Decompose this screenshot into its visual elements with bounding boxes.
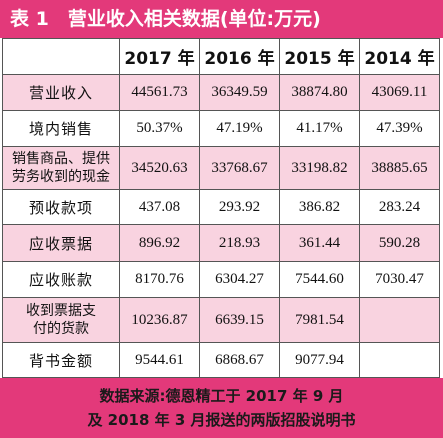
- corner-cell: [3, 39, 120, 75]
- table-cell: 44561.73: [120, 75, 200, 111]
- row-label-line: 背书金额: [28, 351, 93, 370]
- table-cell: 6868.67: [200, 343, 280, 378]
- table-cell: 896.92: [120, 225, 200, 262]
- row-label-line: 营业收入: [28, 84, 93, 102]
- row-label-line: 应收账款: [28, 271, 93, 289]
- table-row: 应收票据 896.92 218.93 361.44 590.28: [3, 225, 440, 262]
- table-cell: 38885.65: [360, 147, 440, 190]
- table-cell: 33768.67: [200, 147, 280, 190]
- row-label: 收到票据支 付的货款: [3, 298, 120, 343]
- table-cell: 9544.61: [120, 343, 200, 378]
- footer-line: 数据来源:德恩精工于 2017 年 9 月: [99, 387, 344, 405]
- table-cell: 9077.94: [280, 343, 360, 378]
- table-cell: 36349.59: [200, 75, 280, 111]
- table-cell: 50.37%: [120, 111, 200, 147]
- table-cell: 437.08: [120, 190, 200, 225]
- table-cell: 361.44: [280, 225, 360, 262]
- table-cell: 7544.60: [280, 262, 360, 298]
- table-cell: [360, 298, 440, 343]
- row-label: 应收账款: [3, 262, 120, 298]
- row-label: 境内销售: [3, 111, 120, 147]
- row-label: 销售商品、提供 劳务收到的现金: [3, 147, 120, 190]
- title: 表 1 营业收入相关数据(单位:万元): [0, 0, 443, 38]
- column-header: 2016 年: [200, 39, 280, 75]
- table-cell: 41.17%: [280, 111, 360, 147]
- column-header: 2017 年: [120, 39, 200, 75]
- row-label-line: 付的货款: [33, 321, 89, 337]
- table-row: 境内销售 50.37% 47.19% 41.17% 47.39%: [3, 111, 440, 147]
- table-cell: 6639.15: [200, 298, 280, 343]
- footer: 数据来源:德恩精工于 2017 年 9 月及 2018 年 3 月报送的两版招股…: [0, 378, 443, 438]
- table-row: 应收账款 8170.76 6304.27 7544.60 7030.47: [3, 262, 440, 298]
- table-cell: 7030.47: [360, 262, 440, 298]
- table-cell: 38874.80: [280, 75, 360, 111]
- row-label-line: 销售商品、提供: [12, 151, 110, 167]
- table-cell: 218.93: [200, 225, 280, 262]
- row-label-line: 应收票据: [28, 234, 93, 253]
- row-label: 背书金额: [3, 343, 120, 378]
- table-cell: 293.92: [200, 190, 280, 225]
- table-row: 背书金额 9544.61 6868.67 9077.94: [3, 343, 440, 378]
- table-row: 预收款项 437.08 293.92 386.82 283.24: [3, 190, 440, 225]
- column-header: 2014 年: [360, 39, 440, 75]
- table-cell: 34520.63: [120, 147, 200, 190]
- table-cell: 590.28: [360, 225, 440, 262]
- table-cell: 8170.76: [120, 262, 200, 298]
- row-label-line: 境内销售: [28, 120, 93, 138]
- row-label-line: 劳务收到的现金: [12, 169, 110, 185]
- table-cell: 47.39%: [360, 111, 440, 147]
- table-cell: 386.82: [280, 190, 360, 225]
- table-cell: 10236.87: [120, 298, 200, 343]
- column-header: 2015 年: [280, 39, 360, 75]
- row-label: 营业收入: [3, 75, 120, 111]
- header-row: 2017 年 2016 年 2015 年 2014 年: [3, 39, 440, 75]
- table-cell: 6304.27: [200, 262, 280, 298]
- row-label: 预收款项: [3, 190, 120, 225]
- row-label-line: 收到票据支: [26, 303, 96, 319]
- table-cell: 7981.54: [280, 298, 360, 343]
- row-label: 应收票据: [3, 225, 120, 262]
- table-cell: 283.24: [360, 190, 440, 225]
- table-cell: 33198.82: [280, 147, 360, 190]
- footer-line: 及 2018 年 3 月报送的两版招股说明书: [87, 411, 356, 429]
- table-cell: [360, 343, 440, 378]
- row-label-line: 预收款项: [28, 198, 93, 217]
- table-row: 收到票据支 付的货款 10236.87 6639.15 7981.54: [3, 298, 440, 343]
- table-cell: 43069.11: [360, 75, 440, 111]
- table-row: 营业收入 44561.73 36349.59 38874.80 43069.11: [3, 75, 440, 111]
- table-cell: 47.19%: [200, 111, 280, 147]
- table-row: 销售商品、提供 劳务收到的现金 34520.63 33768.67 33198.82 38…: [3, 147, 440, 190]
- data-table: 2017 年 2016 年 2015 年 2014 年营业收入 44561.73 3634…: [2, 38, 440, 378]
